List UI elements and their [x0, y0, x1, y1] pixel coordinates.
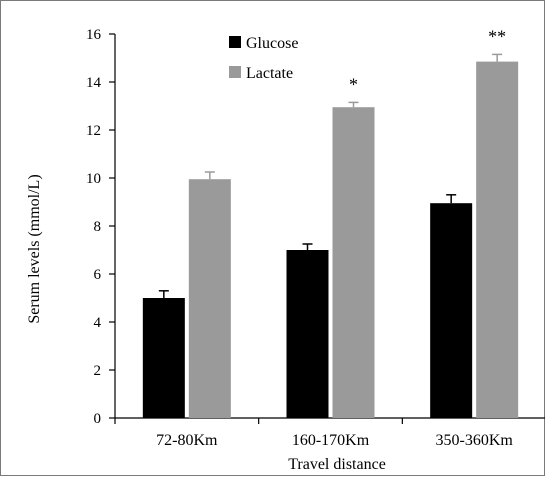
- chart-axes: 0 2 4 6 8 10 12 14 16 72-80Km 160-170Km 350-360Km: [86, 27, 545, 449]
- bar-glucose: [286, 250, 329, 418]
- y-tick-label: 14: [86, 75, 102, 91]
- significance-label: *: [349, 74, 358, 94]
- bar-glucose: [430, 203, 473, 418]
- y-tick-label: 12: [86, 123, 101, 139]
- y-tick-label: 4: [94, 315, 102, 331]
- x-axis-label: Travel distance: [288, 456, 386, 473]
- x-tick-label: 350-360Km: [436, 432, 514, 449]
- y-tick-label: 2: [94, 363, 102, 379]
- y-tick-label: 0: [94, 411, 102, 427]
- legend-swatch: [229, 36, 241, 48]
- y-tick-label: 10: [86, 171, 101, 187]
- x-tick-label: 160-170Km: [292, 432, 370, 449]
- y-axis-label: Serum levels (mmol/L): [26, 174, 43, 323]
- bar-lactate: [332, 107, 375, 418]
- y-tick-label: 16: [86, 27, 102, 43]
- chart-legend: Glucose Lactate: [229, 35, 298, 82]
- significance-label: **: [488, 26, 506, 46]
- bar-glucose: [142, 298, 185, 418]
- bar-lactate: [476, 61, 519, 418]
- chart-bars: ***: [142, 26, 519, 418]
- y-tick-label: 8: [94, 219, 102, 235]
- bar-lactate: [188, 179, 231, 418]
- legend-swatch: [229, 66, 241, 78]
- legend-label: Lactate: [246, 65, 293, 82]
- y-tick-label: 6: [94, 267, 102, 283]
- x-tick-label: 72-80Km: [156, 432, 218, 449]
- legend-label: Glucose: [246, 35, 298, 52]
